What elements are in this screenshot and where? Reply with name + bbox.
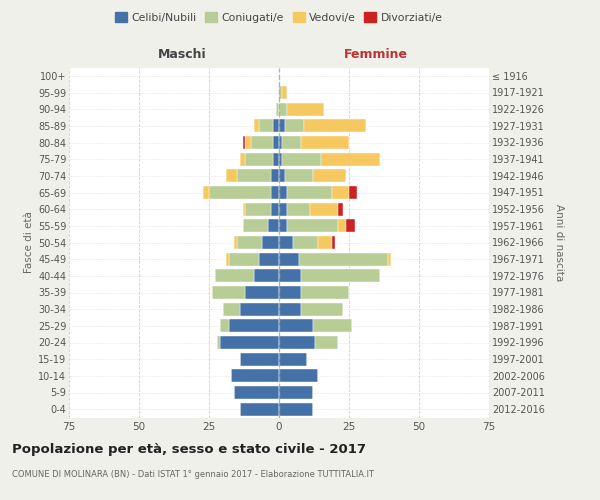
Bar bbox=[276, 102, 279, 116]
Bar bbox=[279, 336, 316, 349]
Bar bbox=[279, 320, 313, 332]
Bar bbox=[321, 152, 380, 166]
Bar bbox=[293, 236, 318, 249]
Bar bbox=[284, 170, 313, 182]
Bar bbox=[274, 120, 279, 132]
Bar bbox=[274, 152, 279, 166]
Bar bbox=[279, 286, 301, 299]
Bar bbox=[279, 120, 284, 132]
Bar bbox=[287, 102, 324, 116]
Bar bbox=[220, 336, 279, 349]
Bar bbox=[254, 120, 259, 132]
Bar bbox=[220, 320, 229, 332]
Bar bbox=[287, 186, 332, 199]
Bar bbox=[240, 152, 245, 166]
Bar bbox=[279, 370, 318, 382]
Bar bbox=[316, 336, 338, 349]
Bar bbox=[279, 236, 293, 249]
Bar bbox=[284, 120, 304, 132]
Bar bbox=[346, 220, 355, 232]
Bar bbox=[279, 252, 299, 266]
Bar bbox=[268, 220, 279, 232]
Bar bbox=[279, 152, 282, 166]
Bar bbox=[274, 136, 279, 149]
Bar bbox=[279, 186, 287, 199]
Bar bbox=[301, 270, 380, 282]
Text: Maschi: Maschi bbox=[158, 48, 207, 60]
Bar bbox=[279, 302, 301, 316]
Bar bbox=[245, 286, 279, 299]
Bar bbox=[240, 302, 279, 316]
Bar bbox=[271, 202, 279, 215]
Bar bbox=[203, 186, 209, 199]
Bar bbox=[245, 136, 251, 149]
Bar bbox=[245, 152, 274, 166]
Bar bbox=[226, 170, 237, 182]
Bar bbox=[215, 270, 254, 282]
Bar bbox=[279, 220, 287, 232]
Bar bbox=[279, 352, 307, 366]
Bar bbox=[304, 120, 366, 132]
Bar bbox=[217, 336, 220, 349]
Bar bbox=[282, 136, 301, 149]
Bar bbox=[245, 202, 271, 215]
Bar bbox=[237, 236, 262, 249]
Bar bbox=[271, 170, 279, 182]
Text: Femmine: Femmine bbox=[344, 48, 407, 60]
Bar bbox=[254, 270, 279, 282]
Bar bbox=[279, 170, 284, 182]
Bar bbox=[301, 286, 349, 299]
Bar bbox=[287, 220, 338, 232]
Bar bbox=[229, 252, 259, 266]
Y-axis label: Fasce di età: Fasce di età bbox=[23, 212, 34, 274]
Bar bbox=[279, 202, 287, 215]
Bar bbox=[310, 202, 338, 215]
Bar bbox=[237, 170, 271, 182]
Bar bbox=[287, 202, 310, 215]
Bar bbox=[279, 402, 313, 415]
Bar bbox=[332, 186, 349, 199]
Bar bbox=[299, 252, 388, 266]
Y-axis label: Anni di nascita: Anni di nascita bbox=[554, 204, 564, 281]
Bar bbox=[279, 86, 282, 99]
Bar bbox=[232, 370, 279, 382]
Bar bbox=[318, 236, 332, 249]
Bar bbox=[240, 352, 279, 366]
Text: COMUNE DI MOLINARA (BN) - Dati ISTAT 1° gennaio 2017 - Elaborazione TUTTITALIA.I: COMUNE DI MOLINARA (BN) - Dati ISTAT 1° … bbox=[12, 470, 374, 479]
Bar bbox=[301, 136, 349, 149]
Bar bbox=[234, 236, 237, 249]
Bar bbox=[259, 120, 274, 132]
Bar bbox=[212, 286, 245, 299]
Bar bbox=[332, 236, 335, 249]
Bar bbox=[259, 252, 279, 266]
Legend: Celibi/Nubili, Coniugati/e, Vedovi/e, Divorziati/e: Celibi/Nubili, Coniugati/e, Vedovi/e, Di… bbox=[111, 8, 447, 27]
Bar bbox=[234, 386, 279, 399]
Bar bbox=[388, 252, 391, 266]
Bar bbox=[279, 136, 282, 149]
Bar bbox=[223, 302, 240, 316]
Bar bbox=[301, 302, 343, 316]
Bar bbox=[338, 202, 343, 215]
Bar bbox=[226, 252, 229, 266]
Bar bbox=[240, 402, 279, 415]
Bar bbox=[271, 186, 279, 199]
Bar bbox=[279, 270, 301, 282]
Bar bbox=[242, 202, 245, 215]
Text: Popolazione per età, sesso e stato civile - 2017: Popolazione per età, sesso e stato civil… bbox=[12, 442, 366, 456]
Bar bbox=[279, 386, 313, 399]
Bar bbox=[349, 186, 358, 199]
Bar bbox=[338, 220, 346, 232]
Bar bbox=[279, 102, 287, 116]
Bar bbox=[209, 186, 271, 199]
Bar bbox=[282, 152, 321, 166]
Bar bbox=[282, 86, 287, 99]
Bar bbox=[242, 136, 245, 149]
Bar bbox=[251, 136, 274, 149]
Bar bbox=[262, 236, 279, 249]
Bar bbox=[229, 320, 279, 332]
Bar bbox=[242, 220, 268, 232]
Bar bbox=[313, 320, 352, 332]
Bar bbox=[313, 170, 346, 182]
